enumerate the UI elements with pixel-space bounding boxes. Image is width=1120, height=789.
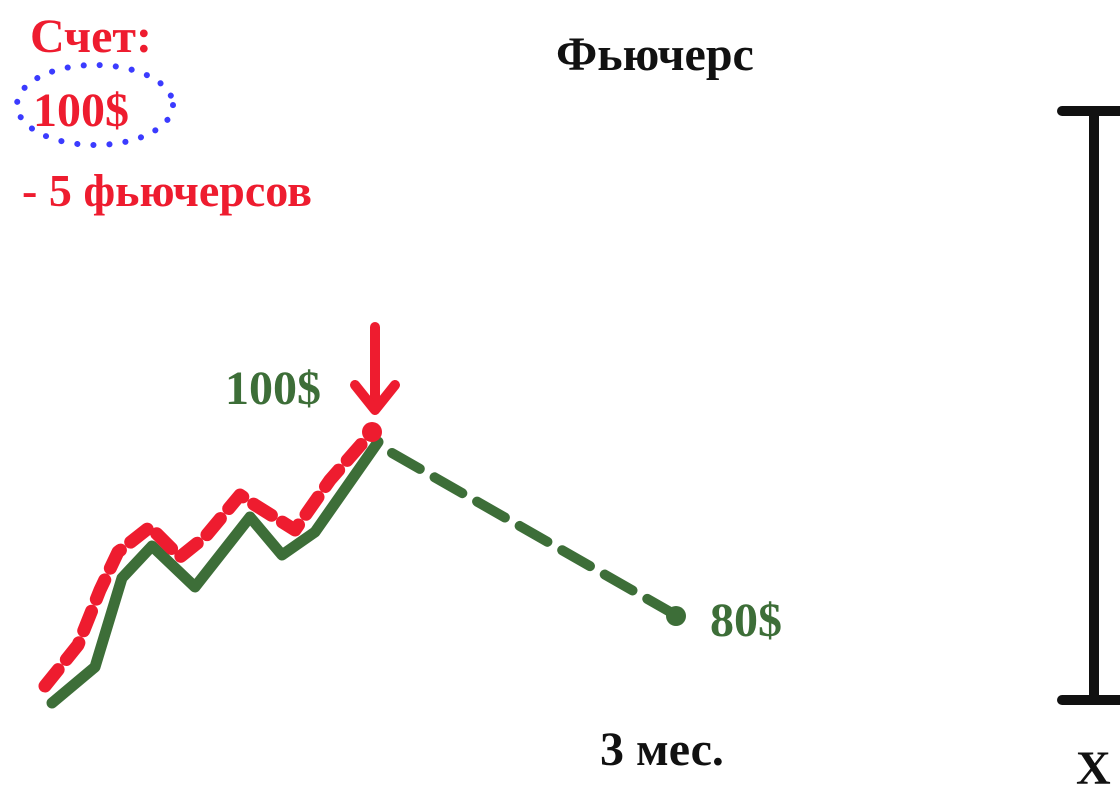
time-period-label: 3 мес. <box>600 723 724 776</box>
price-history-line <box>46 436 384 709</box>
short-position-trace <box>38 425 379 693</box>
end-point-marker <box>666 606 686 626</box>
account-amount: 100$ <box>33 84 129 137</box>
entry-arrow-icon <box>350 322 400 415</box>
account-label: Счет: <box>30 10 152 63</box>
page-title: Фьючерс <box>556 28 754 81</box>
account-amount-dotted-outline <box>14 62 176 148</box>
end-price-label: 80$ <box>710 594 782 647</box>
peak-price-label: 100$ <box>225 362 321 415</box>
axis-x-label: X <box>1076 742 1111 789</box>
short-position-label: - 5 фьючерсов <box>22 165 312 216</box>
peak-marker <box>362 422 382 442</box>
range-bracket <box>1057 106 1120 705</box>
price-projection-line <box>387 448 677 618</box>
